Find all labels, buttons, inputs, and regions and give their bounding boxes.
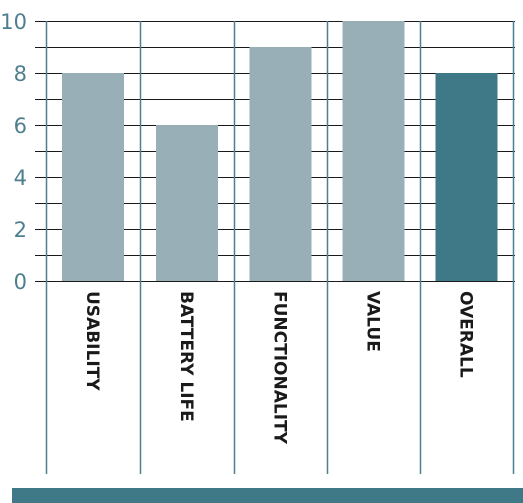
bar-usability [62, 73, 124, 281]
y-tick-label: 2 [14, 218, 27, 242]
column-dividers [45, 21, 515, 474]
category-label: USABILITY [82, 291, 102, 391]
category-label: BATTERY LIFE [176, 291, 196, 422]
y-tick-label: 4 [14, 166, 27, 190]
bar-overall [435, 73, 498, 281]
category-label: FUNCTIONALITY [270, 291, 290, 445]
footer-bar [12, 488, 523, 503]
bar-functionality [249, 47, 312, 281]
bar-battery-life [156, 125, 218, 281]
category-labels: USABILITY BATTERY LIFE FUNCTIONALITY VALUE O… [82, 291, 476, 445]
y-tick-label: 0 [14, 270, 27, 294]
bar-value [342, 21, 405, 281]
y-tick-label: 6 [14, 114, 27, 138]
y-tick-label: 8 [14, 62, 27, 86]
y-tick-label: 10 [0, 10, 27, 34]
bars [62, 21, 498, 281]
category-label: VALUE [363, 291, 383, 352]
category-label: OVERALL [456, 291, 476, 378]
y-axis-tick-labels: 0 2 4 6 8 10 [0, 10, 27, 294]
